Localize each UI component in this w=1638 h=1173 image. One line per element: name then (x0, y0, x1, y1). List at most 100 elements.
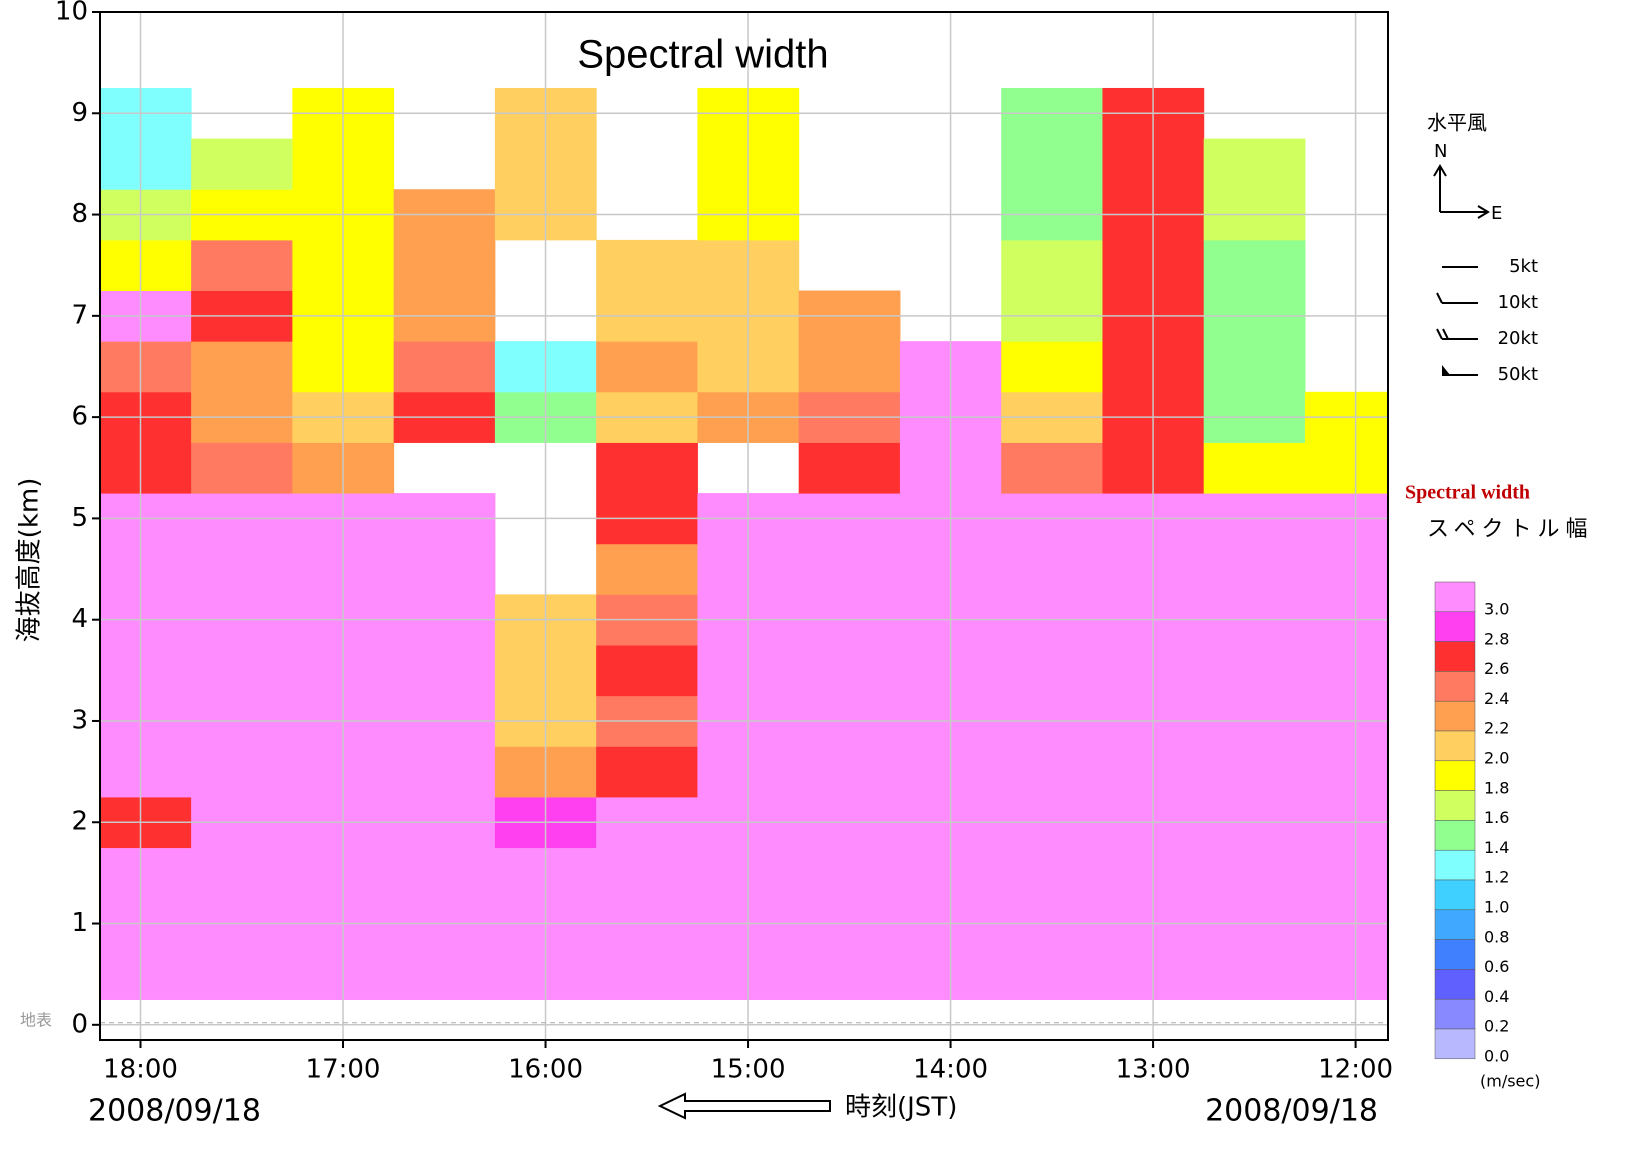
field-cell (393, 847, 496, 899)
field-cell (798, 341, 901, 393)
colorbar-swatch (1434, 969, 1476, 1000)
colorbar-swatch (1434, 700, 1476, 732)
field-cell (191, 442, 293, 494)
field-cell (191, 948, 293, 1000)
field-cell (596, 543, 698, 595)
field-cell (100, 746, 192, 798)
field-cell (1001, 543, 1103, 595)
field-cell (1203, 847, 1306, 899)
field-cell (596, 847, 698, 899)
barb-label: 20kt (1498, 328, 1538, 349)
barb-sample (1436, 292, 1443, 304)
field-cell (1203, 138, 1306, 190)
x-tick-label: 17:00 (306, 1055, 381, 1085)
field-cell (100, 847, 192, 899)
grid (92, 11, 1388, 1048)
y-tick-label: 10 (55, 0, 88, 27)
colorbar-swatch (1434, 641, 1476, 672)
colorbar-swatch (1434, 760, 1476, 791)
x-tick-label: 12:00 (1318, 1055, 1393, 1085)
field-cell (393, 239, 496, 292)
field-cell (596, 341, 698, 393)
field-cell (1203, 746, 1306, 798)
barb-label: 5kt (1509, 256, 1538, 277)
colorbar-label: 0.4 (1484, 987, 1509, 1006)
colorbar-label: 2.4 (1484, 689, 1509, 708)
field-cell (393, 341, 496, 393)
compass (1433, 164, 1490, 219)
barb-label: 10kt (1498, 292, 1538, 313)
date-right: 2008/09/18 (1205, 1094, 1378, 1129)
colorbar-swatch (1434, 849, 1476, 881)
field-cell (393, 645, 496, 697)
colorbar-label: 1.0 (1484, 898, 1509, 917)
colorbar-label: 1.8 (1484, 778, 1509, 797)
field-cell (393, 746, 496, 798)
field-cell (798, 948, 901, 1000)
colorbar-label: 3.0 (1484, 600, 1509, 619)
colorbar-label: 2.2 (1484, 719, 1509, 738)
field-cell (1001, 948, 1103, 1000)
x-tick-label: 13:00 (1116, 1055, 1191, 1085)
field-cell (798, 746, 901, 798)
field-cell (1001, 847, 1103, 899)
field-cell (1001, 442, 1103, 494)
colorbar-label: 0.2 (1484, 1017, 1509, 1036)
north-label: N (1434, 141, 1447, 162)
barb-legend: 5kt 10kt 20kt 50kt (1436, 256, 1538, 385)
colorbar-label: 1.4 (1484, 838, 1509, 857)
barb-sample (1442, 365, 1450, 375)
field-cell (596, 442, 698, 494)
date-left: 2008/09/18 (88, 1094, 261, 1129)
field-cell (191, 138, 293, 190)
colorbar-swatch (1434, 879, 1476, 911)
field-cell (100, 442, 192, 494)
chart-title: Spectral width (577, 33, 828, 77)
colorbar: 3.0 2.8 2.6 2.4 2.2 2.0 1.8 1.6 1.4 1.2 1.0 0.8 0.6 0… (1434, 581, 1509, 1066)
colorbar-swatch (1434, 998, 1476, 1030)
field-cell (1203, 442, 1306, 494)
colorbar-label: 0.8 (1484, 927, 1509, 946)
x-axis-label: 時刻(JST) (845, 1093, 957, 1123)
colorbar-label: 2.6 (1484, 659, 1509, 678)
field-cell (191, 645, 293, 697)
plot-frame (99, 11, 1389, 1041)
field-cell (1203, 645, 1306, 697)
field-cell (1203, 239, 1306, 292)
barb-sample (1436, 328, 1449, 340)
field-cell (100, 239, 192, 292)
colorbar-swatch (1434, 671, 1476, 702)
field-cell (100, 543, 192, 595)
field-cell (1304, 645, 1389, 697)
colorbar-title-ja: スペクトル幅 (1427, 517, 1593, 542)
field-cell (100, 948, 192, 1000)
y-tick-label: 0 (71, 1009, 88, 1039)
field-cell (191, 746, 293, 798)
field-cell (191, 239, 293, 292)
field-cell (1304, 442, 1389, 494)
field-cell (798, 645, 901, 697)
field-cell (191, 341, 293, 393)
y-tick-label: 7 (71, 300, 88, 330)
y-tick-label: 8 (71, 199, 88, 229)
y-tick-label: 6 (71, 402, 88, 432)
colorbar-swatch (1434, 939, 1476, 970)
field-cell (1203, 948, 1306, 1000)
colorbar-swatch (1434, 611, 1476, 642)
field-cell (1001, 239, 1103, 292)
field-cell (393, 948, 496, 1000)
colorbar-label: 1.6 (1484, 808, 1509, 827)
time-arrow (657, 1092, 831, 1120)
colorbar-label: 0.0 (1484, 1047, 1509, 1066)
y-tick-label: 3 (71, 705, 88, 735)
colorbar-label: 0.6 (1484, 957, 1509, 976)
field-cell (596, 645, 698, 697)
y-tick-label: 4 (71, 604, 88, 634)
field-cell (596, 746, 698, 798)
colorbar-swatch (1434, 1028, 1476, 1060)
legend-title: 水平風 (1427, 111, 1487, 135)
x-tick-label: 16:00 (508, 1055, 583, 1085)
field-cell (798, 442, 901, 494)
barb-label: 50kt (1498, 364, 1538, 385)
